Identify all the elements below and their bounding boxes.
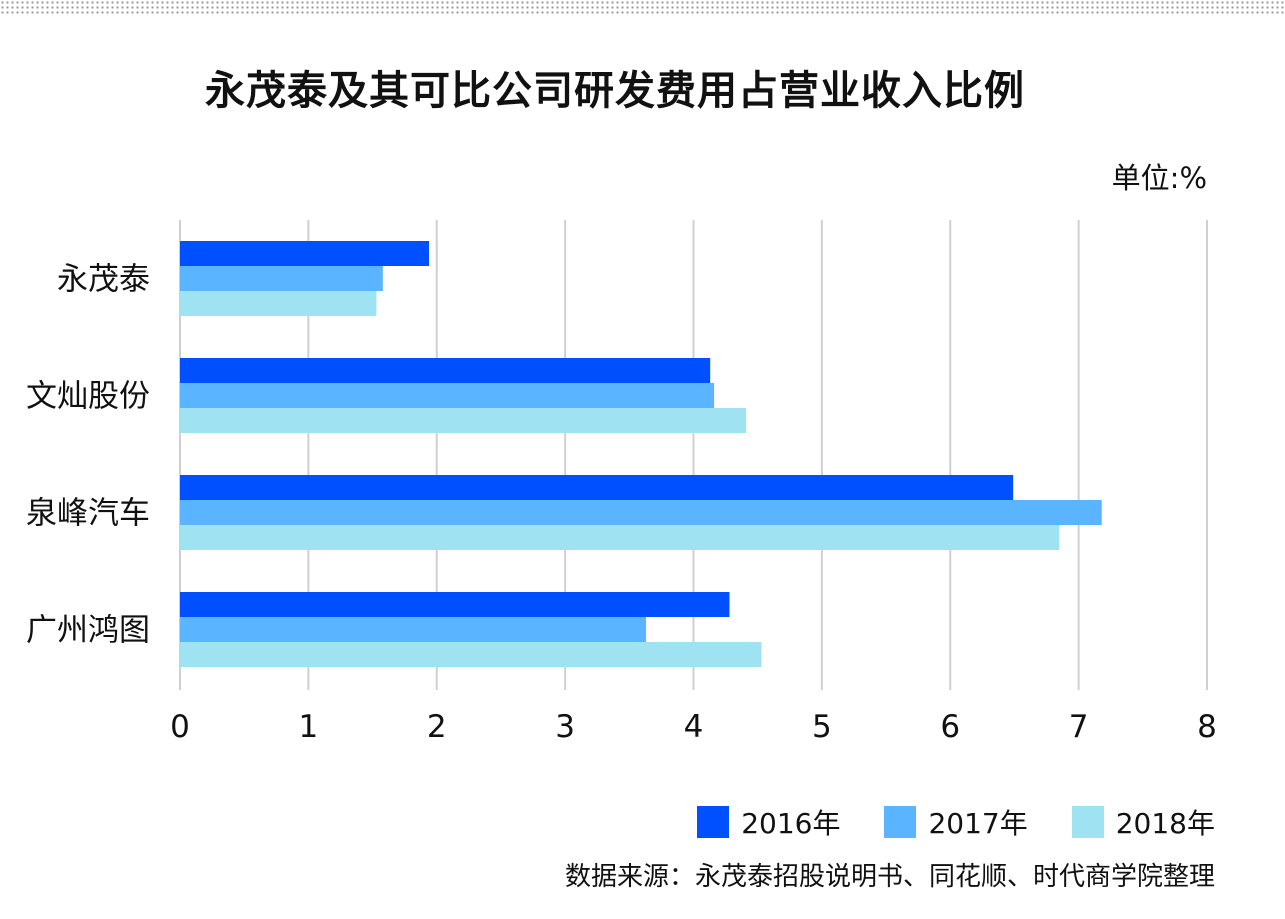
category-label-4: 广州鸿图 [26, 613, 150, 649]
legend-item-2017: 2017年 [884, 802, 1028, 842]
bar-3-2017 [180, 500, 1102, 525]
x-tick-label-3: 3 [555, 709, 575, 745]
legend: 2016年 2017年 2018年 [653, 802, 1215, 842]
x-tick-label-0: 0 [170, 709, 190, 745]
bar-2-2017 [180, 383, 715, 408]
x-tick-label-5: 5 [812, 709, 832, 745]
legend-item-2018: 2018年 [1071, 802, 1215, 842]
category-label-3: 泉峰汽车 [26, 496, 150, 532]
bar-1-2016 [180, 241, 430, 266]
bar-3-2018 [180, 525, 1060, 550]
bar-1-2017 [180, 266, 383, 291]
data-source: 数据来源：永茂泰招股说明书、同花顺、时代商学院整理 [564, 862, 1215, 892]
bar-4-2017 [180, 617, 647, 642]
bar-2-2018 [180, 408, 747, 433]
bar-2-2016 [180, 358, 711, 383]
legend-label-2017: 2017年 [928, 807, 1028, 840]
x-tick-label-8: 8 [1197, 709, 1217, 745]
chart-title: 永茂泰及其可比公司研发费用占营业收入比例 [205, 68, 1025, 114]
category-label-2: 文灿股份 [26, 379, 150, 415]
x-tick-label-7: 7 [1069, 709, 1089, 745]
legend-label-2016: 2016年 [741, 807, 841, 840]
bar-4-2016 [180, 592, 730, 617]
legend-label-2018: 2018年 [1115, 807, 1215, 840]
category-label-1: 永茂泰 [57, 262, 150, 298]
legend-swatch-2018 [1071, 806, 1104, 838]
dotted-top-border [0, 0, 1285, 16]
x-tick-label-6: 6 [940, 709, 960, 745]
legend-swatch-2017 [884, 806, 917, 838]
bars [180, 241, 1102, 667]
legend-swatch-2016 [697, 806, 730, 838]
x-tick-label-1: 1 [299, 709, 319, 745]
bar-3-2016 [180, 475, 1014, 500]
legend-item-2016: 2016年 [697, 802, 840, 842]
x-tick-label-2: 2 [427, 709, 447, 745]
x-tick-label-4: 4 [684, 709, 704, 745]
bar-1-2018 [180, 291, 377, 316]
x-tick-labels: 0 1 2 3 4 5 6 7 8 [170, 709, 1217, 745]
bar-4-2018 [180, 642, 762, 667]
unit-label: 单位:% [1111, 161, 1207, 195]
